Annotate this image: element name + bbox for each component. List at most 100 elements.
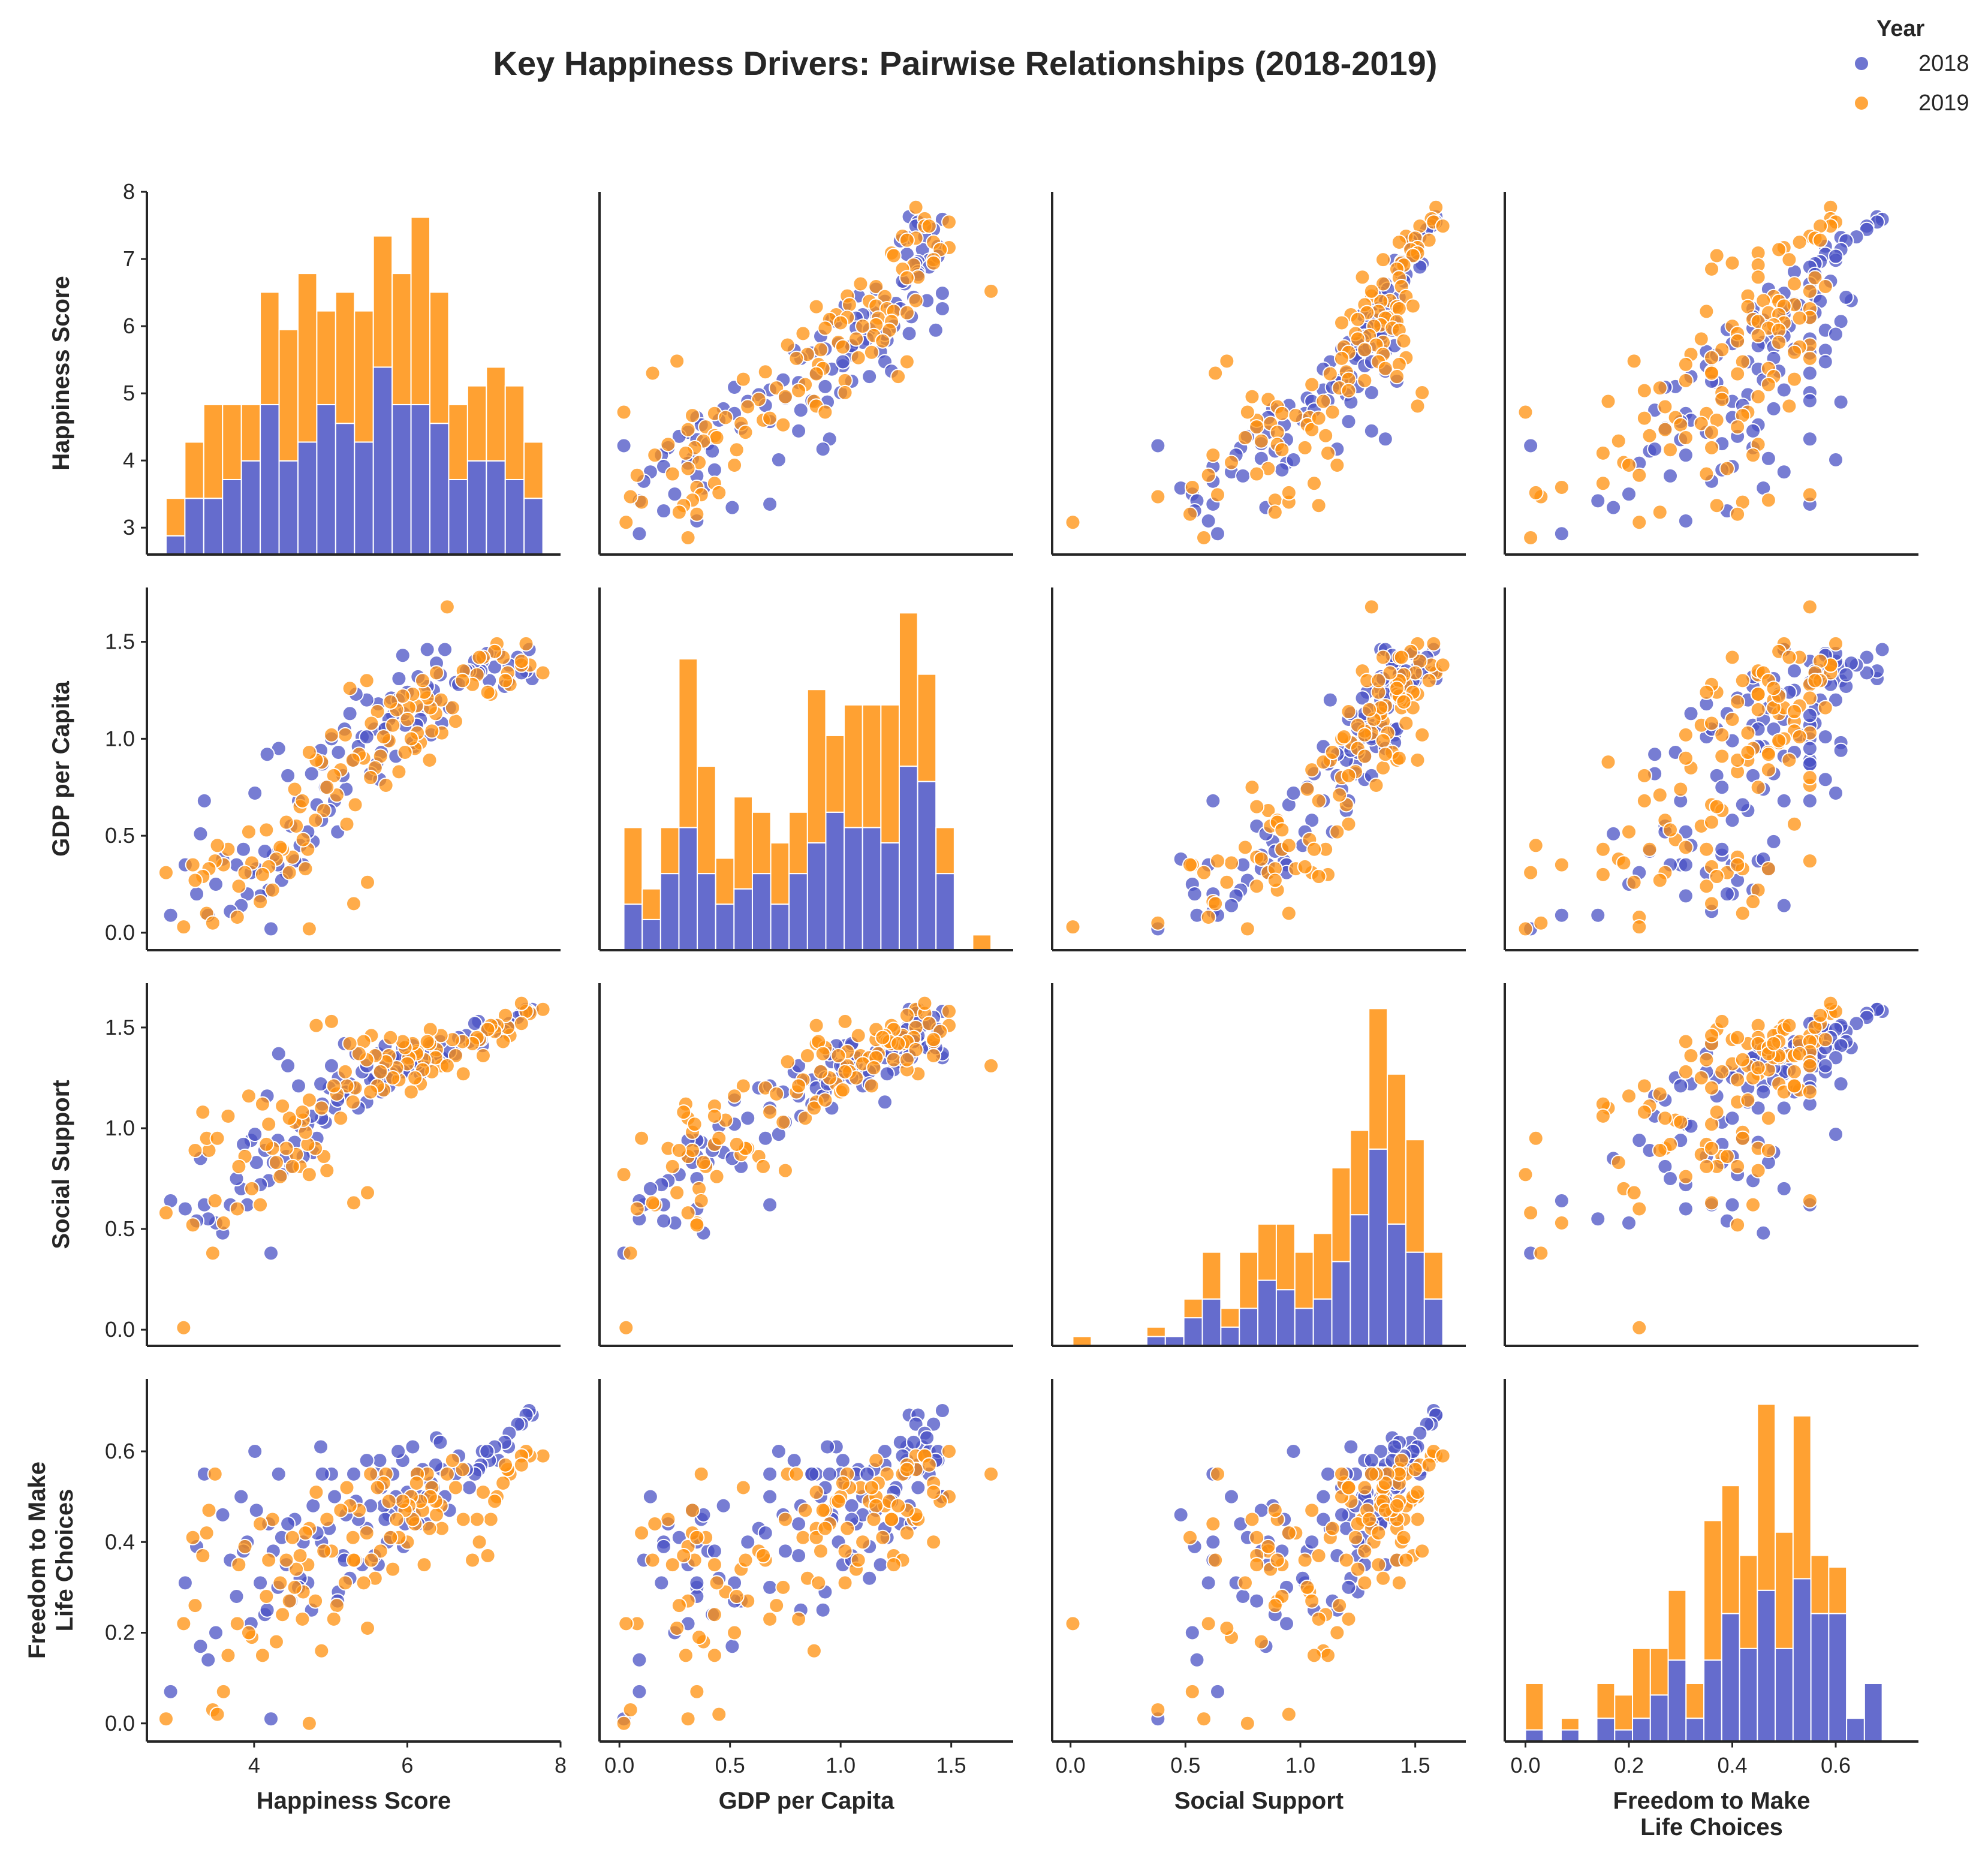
point-2019-r1-c0-4 bbox=[513, 653, 529, 669]
point-2019-r1-c0-44 bbox=[382, 694, 399, 710]
point-2019-r3-c0-95 bbox=[207, 1466, 223, 1482]
point-2018-r0-c1-84 bbox=[631, 526, 647, 542]
point-2018-r3-c1-104 bbox=[815, 1602, 831, 1618]
panel-r2-c1 bbox=[598, 983, 1013, 1347]
point-2019-r1-c0-25 bbox=[424, 723, 440, 739]
point-2019-r1-c3-47 bbox=[1791, 729, 1808, 745]
hist-bar-2018-var1-bin9 bbox=[788, 873, 808, 951]
point-2018-r3-c0-75 bbox=[228, 1589, 245, 1604]
point-2018-r2-c1-80 bbox=[762, 1197, 778, 1213]
point-2019-r1-c0-41 bbox=[391, 764, 407, 780]
point-2018-r1-c0-105 bbox=[247, 785, 263, 801]
point-2019-r2-c0-65 bbox=[319, 1162, 335, 1179]
point-2019-r0-c2-67 bbox=[1315, 393, 1332, 409]
point-2019-r2-c3-58 bbox=[1766, 1035, 1782, 1051]
panel-r2-c2 bbox=[1051, 983, 1466, 1347]
hist-bar-2018-var1-bin12 bbox=[844, 827, 863, 951]
hist-bar-2019-var0-bin12 bbox=[391, 273, 412, 405]
point-2018-r1-c3-108 bbox=[1833, 742, 1849, 758]
point-2019-r0-c2-8 bbox=[1391, 234, 1407, 251]
point-2019-r2-c1-92 bbox=[629, 1201, 645, 1217]
point-2018-r3-c1-83 bbox=[689, 1575, 705, 1591]
point-2019-r3-c0-63 bbox=[326, 1611, 342, 1627]
point-2019-r3-c1-21 bbox=[839, 1520, 856, 1536]
point-2019-r0-c2-106 bbox=[1219, 353, 1235, 369]
point-2018-r1-c3-105 bbox=[1828, 785, 1844, 801]
x-tick-label: 1.5 bbox=[1400, 1753, 1430, 1777]
point-2019-r0-c3-90 bbox=[1719, 460, 1735, 477]
point-2019-r1-c3-53 bbox=[1734, 673, 1751, 689]
hist-bar-2019-var0-bin16 bbox=[466, 385, 487, 462]
y-tick-label: 0.5 bbox=[105, 823, 135, 848]
hist-bar-2019-var1-bin19 bbox=[972, 934, 992, 951]
point-2019-r2-c0-89 bbox=[240, 1088, 257, 1104]
x-axis-label-line: Life Choices bbox=[1640, 1814, 1783, 1840]
point-2019-r3-c0-57 bbox=[345, 1529, 361, 1545]
hist-bar-2019-var0-bin5 bbox=[260, 291, 280, 405]
point-2019-r0-c3-78 bbox=[1657, 421, 1673, 438]
point-2019-r0-c1-43 bbox=[848, 331, 865, 347]
point-2019-r0-c1-79 bbox=[737, 424, 754, 441]
point-2019-r0-c3-52 bbox=[1802, 350, 1818, 366]
point-2018-r1-c0-18 bbox=[437, 641, 453, 658]
figure-title: Key Happiness Drivers: Pairwise Relation… bbox=[493, 44, 1438, 82]
point-2019-r2-c0-68 bbox=[308, 1017, 324, 1034]
point-2019-r3-c1-68 bbox=[808, 1484, 824, 1501]
hist-bar-2019-var1-bin10 bbox=[806, 689, 827, 843]
point-2019-r2-c3-102 bbox=[1523, 1205, 1539, 1221]
point-2019-r0-c3-7 bbox=[1812, 232, 1829, 248]
point-2018-r0-c3-53 bbox=[1776, 382, 1792, 398]
point-2019-r3-c0-29 bbox=[416, 1557, 432, 1573]
point-2019-r3-c0-14 bbox=[471, 1534, 487, 1550]
point-2019-r0-c2-13 bbox=[1375, 252, 1391, 268]
point-2019-r1-c3-109 bbox=[1528, 837, 1544, 854]
point-2019-r0-c1-65 bbox=[777, 388, 793, 405]
hist-bar-2018-var2-bin16 bbox=[1368, 1148, 1388, 1346]
point-2019-r3-c2-94 bbox=[1184, 1683, 1200, 1700]
legend-marker-2018 bbox=[1854, 56, 1869, 71]
point-2019-r2-c1-76 bbox=[775, 1114, 791, 1130]
point-2019-r2-c1-48 bbox=[812, 1063, 829, 1080]
hist-bar-2019-var0-bin8 bbox=[316, 310, 336, 405]
point-2019-r0-c3-94 bbox=[1553, 479, 1570, 495]
point-2019-r1-c2-3 bbox=[1435, 657, 1451, 673]
hist-bar-2019-var3-bin10 bbox=[1703, 1520, 1722, 1661]
point-2019-r0-c2-94 bbox=[1184, 479, 1200, 495]
point-2019-r0-c2-44 bbox=[1396, 333, 1412, 349]
point-2018-r0-c1-49 bbox=[862, 369, 878, 385]
point-2019-r2-c3-7 bbox=[1812, 1007, 1829, 1023]
point-2019-r0-c1-108 bbox=[644, 365, 661, 381]
point-2019-r0-c2-57 bbox=[1322, 366, 1338, 382]
point-2019-r2-c3-56 bbox=[1704, 1080, 1719, 1096]
point-2019-r1-c3-80 bbox=[1641, 841, 1658, 857]
point-2018-r3-c1-70 bbox=[653, 1575, 670, 1591]
point-2019-r1-c0-51 bbox=[363, 715, 379, 731]
hist-bar-2018-var1-bin15 bbox=[898, 766, 918, 951]
point-2019-r3-c2-43 bbox=[1350, 1561, 1366, 1577]
point-2019-r0-c1-64 bbox=[837, 384, 853, 400]
point-2019-r3-c0-40 bbox=[394, 1493, 411, 1510]
point-2019-r2-c3-92 bbox=[1631, 1201, 1647, 1217]
point-2019-r3-c0-33 bbox=[408, 1475, 424, 1491]
point-2019-r1-c2-107 bbox=[1311, 793, 1327, 809]
point-2019-r1-c3-99 bbox=[1652, 872, 1668, 888]
point-2019-r1-c3-63 bbox=[1636, 767, 1652, 784]
point-2019-r3-c2-87 bbox=[1205, 1516, 1221, 1532]
point-2018-r2-c3-105 bbox=[1828, 1126, 1844, 1143]
point-2019-r3-c1-14 bbox=[926, 1534, 942, 1550]
point-2019-r0-c2-34 bbox=[1350, 311, 1366, 327]
point-2018-r3-c0-71 bbox=[248, 1502, 264, 1518]
point-2019-r3-c0-52 bbox=[363, 1466, 379, 1482]
point-2019-r0-c1-44 bbox=[875, 333, 891, 349]
point-2019-r0-c3-33 bbox=[1791, 310, 1808, 326]
point-2019-r0-c2-3 bbox=[1435, 218, 1451, 234]
point-2019-r3-c2-62 bbox=[1332, 1598, 1348, 1614]
point-2019-r0-c2-52 bbox=[1334, 350, 1350, 366]
point-2019-r1-c2-14 bbox=[1393, 649, 1409, 665]
point-2018-r3-c2-95 bbox=[1363, 1453, 1379, 1469]
point-2019-r0-c1-76 bbox=[775, 417, 791, 433]
point-2018-r2-c0-108 bbox=[313, 1076, 329, 1092]
point-2018-r2-c3-101 bbox=[1673, 1078, 1689, 1094]
x-tick-label: 0.5 bbox=[1170, 1753, 1200, 1777]
hist-bar-2019-var1-bin11 bbox=[825, 734, 845, 813]
